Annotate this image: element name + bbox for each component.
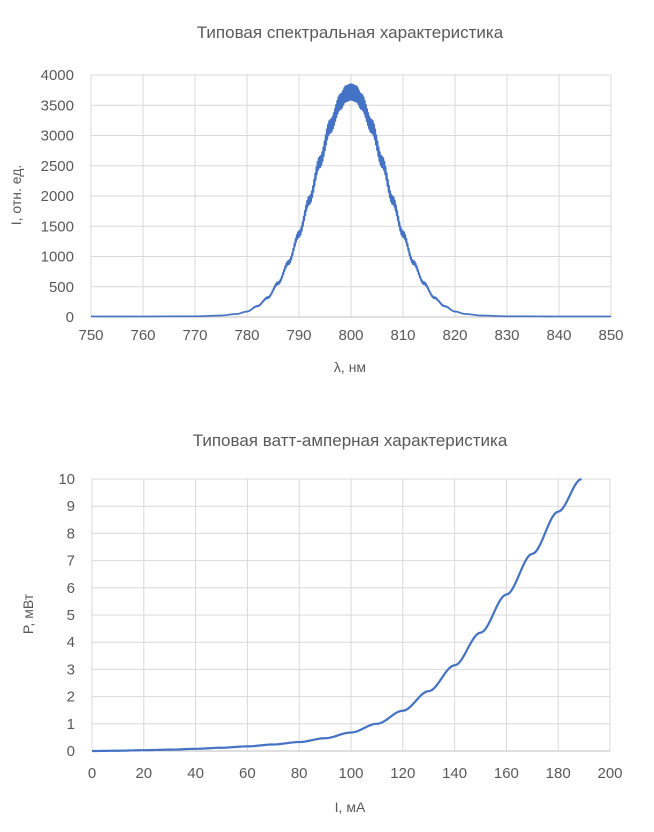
power-current-series [91,477,582,753]
power-current-chart: Типовая ватт-амперная характеристика 012… [20,431,623,815]
spectral-x-axis-label: λ, нм [334,359,366,375]
x-tick-label: 790 [286,327,311,344]
y-tick-label: 2500 [41,158,74,175]
series-line [90,83,612,318]
power-current-chart-title: Типовая ватт-амперная характеристика [193,431,508,450]
y-tick-label: 8 [67,525,75,542]
y-tick-label: 0 [67,743,75,760]
x-tick-label: 820 [442,327,467,344]
x-tick-label: 20 [135,765,152,782]
x-tick-label: 800 [338,327,363,344]
power-current-y-tick-labels: 0 1 2 3 4 5 6 7 8 9 10 [58,471,75,760]
y-tick-label: 3000 [41,128,74,145]
y-tick-label: 4 [67,634,75,651]
series-line [91,477,582,753]
x-tick-label: 770 [182,327,207,344]
x-tick-label: 750 [78,327,103,344]
y-tick-label: 2000 [41,188,74,205]
spectral-gridlines [90,74,612,318]
spectral-x-tick-labels: 750 760 770 780 790 800 810 820 830 840 850 [78,327,623,344]
spectral-chart-title: Типовая спектральная характеристика [197,23,504,42]
y-tick-label: 4000 [41,67,74,84]
x-tick-label: 120 [390,765,415,782]
x-tick-label: 80 [291,765,308,782]
y-tick-label: 3 [67,661,75,678]
y-tick-label: 1 [67,716,75,733]
y-tick-label: 3500 [41,97,74,114]
spectral-y-axis-label: I, отн. ед. [8,165,24,226]
y-tick-label: 6 [67,580,75,597]
spectral-y-tick-labels: 0 500 1000 1500 2000 2500 3000 3500 4000 [41,67,74,326]
y-tick-label: 0 [66,309,74,326]
x-tick-label: 40 [187,765,204,782]
power-current-x-axis-label: I, мА [335,799,366,815]
x-tick-label: 160 [494,765,519,782]
x-tick-label: 60 [239,765,256,782]
y-tick-label: 2 [67,689,75,706]
x-tick-label: 780 [234,327,259,344]
spectral-series [90,83,612,318]
x-tick-label: 140 [442,765,467,782]
y-tick-label: 500 [49,279,74,296]
x-tick-label: 830 [494,327,519,344]
y-tick-label: 1000 [41,249,74,266]
y-tick-label: 9 [67,498,75,515]
y-tick-label: 10 [58,471,75,488]
x-tick-label: 850 [598,327,623,344]
x-tick-label: 100 [338,765,363,782]
power-current-x-tick-labels: 0 20 40 60 80 100 120 140 160 180 200 [88,765,623,782]
x-tick-label: 0 [88,765,96,782]
power-current-gridlines [91,478,611,752]
y-tick-label: 7 [67,553,75,570]
x-tick-label: 840 [546,327,571,344]
x-tick-label: 810 [390,327,415,344]
power-current-y-axis-label: P, мВт [20,593,36,634]
y-tick-label: 1500 [41,218,74,235]
y-tick-label: 5 [67,607,75,624]
x-tick-label: 760 [130,327,155,344]
x-tick-label: 180 [546,765,571,782]
spectral-chart: Типовая спектральная характеристика 0 500… [8,23,624,375]
x-tick-label: 200 [597,765,622,782]
